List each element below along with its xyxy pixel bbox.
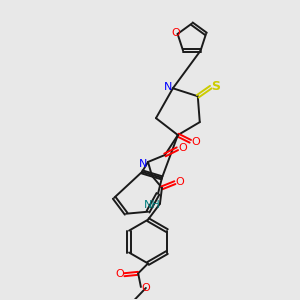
Text: O: O [191,137,200,147]
Text: O: O [115,269,124,279]
Text: NH: NH [144,200,160,210]
Text: O: O [171,28,180,38]
Text: S: S [211,80,220,93]
Text: O: O [176,177,184,187]
Text: N: N [139,159,147,169]
Text: O: O [142,283,150,293]
Text: O: O [178,143,187,153]
Text: N: N [164,82,172,92]
